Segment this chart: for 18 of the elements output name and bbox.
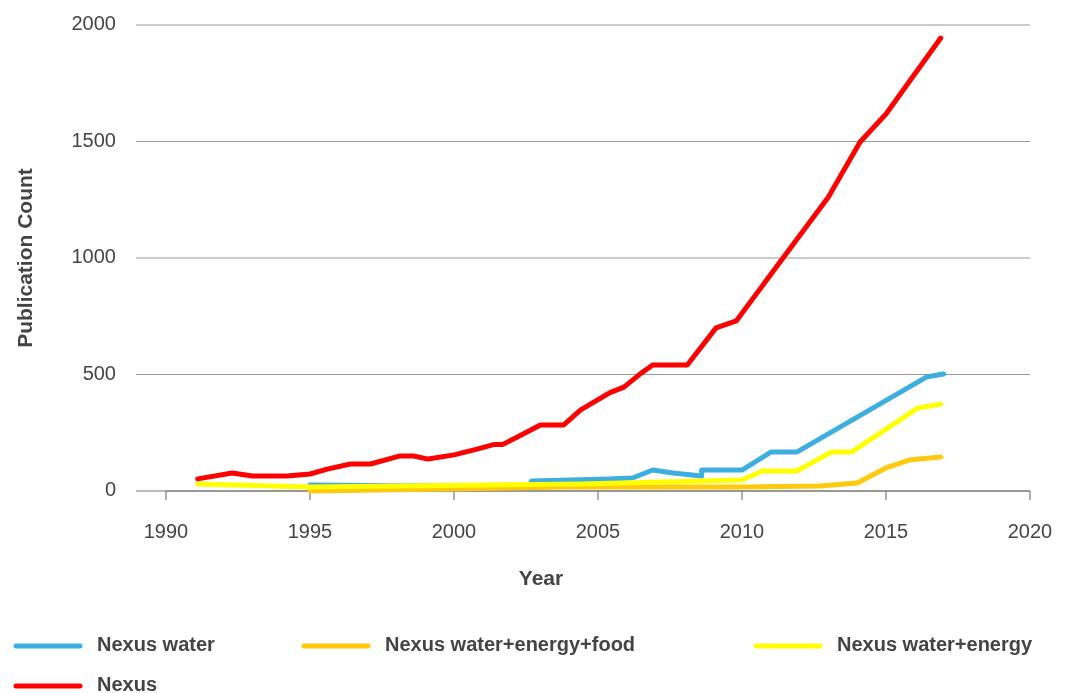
x-tick-label: 2015	[863, 520, 909, 542]
y-tick-label: 1000	[71, 245, 116, 268]
x-tick-label: 1990	[143, 520, 189, 542]
legend-label: Nexus water+energy+food	[385, 633, 636, 656]
x-tick-label: 2020	[1007, 520, 1053, 542]
legend-label: Nexus water	[97, 633, 216, 656]
legend-label: Nexus	[97, 673, 158, 693]
y-tick-label: 2000	[71, 12, 116, 35]
x-axis-title: Year	[518, 566, 564, 589]
x-tick-label: 2010	[719, 520, 765, 542]
x-tick-label: 2005	[575, 520, 621, 542]
legend-label: Nexus water+energy	[837, 633, 1033, 656]
x-tick-label: 2000	[431, 520, 477, 542]
y-tick-label: 500	[82, 361, 116, 384]
y-axis-title: Publication Count	[13, 168, 36, 348]
x-tick-label: 1995	[287, 520, 333, 542]
y-tick-label: 0	[104, 478, 116, 501]
y-tick-label: 1500	[71, 128, 116, 151]
